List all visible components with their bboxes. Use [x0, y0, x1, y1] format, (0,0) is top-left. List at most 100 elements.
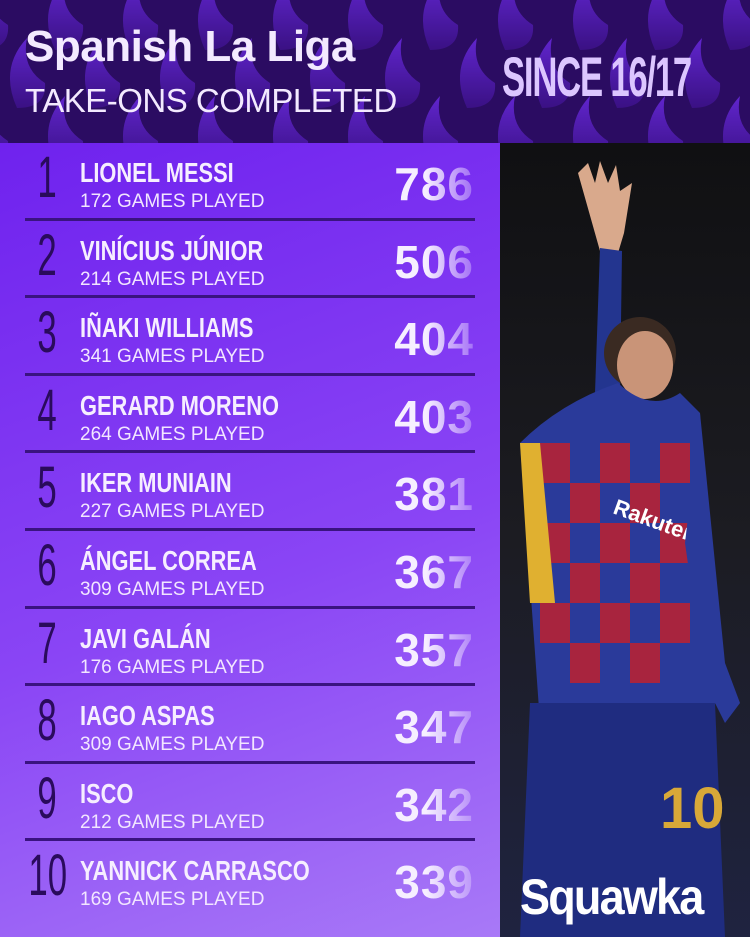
- player-name: IÑAKI WILLIAMS: [80, 312, 254, 344]
- table-row: 7 JAVI GALÁN 176 GAMES PLAYED 357: [0, 609, 500, 687]
- take-ons-value: 357: [394, 623, 474, 676]
- rankings-table: 1 LIONEL MESSI 172 GAMES PLAYED 786 2 VI…: [0, 143, 500, 937]
- period-label: SINCE 16/17: [502, 45, 692, 108]
- player-name: GERARD MORENO: [80, 389, 279, 421]
- row-divider: [25, 372, 475, 376]
- background-pattern: [0, 0, 750, 143]
- flame-shape: [273, 0, 309, 50]
- row-divider: [25, 450, 475, 454]
- row-divider: [25, 605, 475, 609]
- flame-shape: [498, 96, 534, 143]
- table-row: 10 YANNICK CARRASCO 169 GAMES PLAYED 339: [0, 841, 500, 919]
- flame-shape: [84, 38, 121, 108]
- take-ons-value: 403: [394, 390, 474, 443]
- row-divider: [25, 527, 475, 531]
- flame-shape: [684, 38, 721, 108]
- player-name: VINÍCIUS JÚNIOR: [80, 234, 264, 266]
- flame-shape: [123, 0, 159, 50]
- table-row: 9 ISCO 212 GAMES PLAYED 342: [0, 764, 500, 842]
- games-played: 172 GAMES PLAYED: [80, 191, 265, 212]
- games-played: 169 GAMES PLAYED: [80, 889, 265, 911]
- squawka-logo: Squawka: [520, 869, 704, 925]
- take-ons-value: 381: [394, 468, 474, 521]
- table-row: 8 IAGO ASPAS 309 GAMES PLAYED 347: [0, 686, 500, 764]
- table-row: 3 IÑAKI WILLIAMS 341 GAMES PLAYED 404: [0, 298, 500, 376]
- table-row: 1 LIONEL MESSI 172 GAMES PLAYED 786: [0, 143, 500, 221]
- flame-shape: [648, 96, 684, 143]
- take-ons-value: 347: [394, 701, 474, 754]
- flame-shape: [198, 96, 234, 143]
- flame-shape: [498, 0, 534, 50]
- row-divider: [25, 217, 475, 221]
- player-name: LIONEL MESSI: [80, 157, 234, 188]
- table-row: 4 GERARD MORENO 264 GAMES PLAYED 403: [0, 376, 500, 454]
- take-ons-value: 367: [394, 546, 474, 598]
- flame-shape: [48, 0, 84, 50]
- player-name: IKER MUNIAIN: [80, 467, 232, 499]
- flame-shape: [534, 38, 571, 108]
- flame-shape: [0, 18, 9, 46]
- flame-shape: [573, 96, 609, 143]
- flame-shape: [423, 96, 459, 143]
- rank-number: 7: [37, 610, 57, 676]
- games-played: 264 GAMES PLAYED: [80, 423, 265, 445]
- flame-shape: [348, 96, 384, 143]
- flame-shape: [609, 38, 646, 108]
- page-subtitle: TAKE-ONS COMPLETED: [25, 82, 397, 119]
- games-played: 309 GAMES PLAYED: [80, 579, 265, 600]
- player-photo: Rakuten 10: [500, 143, 750, 937]
- rank-number: 4: [37, 377, 57, 443]
- flame-shape: [234, 38, 271, 108]
- flame-shape: [273, 96, 309, 143]
- flame-shape: [423, 0, 459, 50]
- rank-number: 3: [37, 300, 57, 366]
- rank-number: 6: [37, 533, 57, 598]
- take-ons-value: 339: [394, 856, 474, 909]
- flame-shape: [723, 96, 750, 143]
- games-played: 227 GAMES PLAYED: [80, 501, 265, 523]
- player-name: ISCO: [80, 777, 134, 809]
- flame-shape: [723, 0, 750, 50]
- row-divider: [25, 683, 475, 687]
- games-played: 214 GAMES PLAYED: [80, 268, 265, 290]
- flame-shape: [648, 0, 684, 50]
- player-name: JAVI GALÁN: [80, 622, 211, 654]
- player-name: ÁNGEL CORREA: [80, 545, 257, 576]
- flame-shape: [459, 38, 496, 108]
- flame-shape: [573, 0, 609, 50]
- take-ons-value: 506: [394, 235, 474, 288]
- flame-shape: [159, 38, 196, 108]
- row-divider: [25, 838, 475, 842]
- player-figure: Rakuten 10: [520, 161, 740, 937]
- flame-shape: [123, 96, 159, 143]
- take-ons-value: 342: [394, 778, 474, 831]
- flame-shape: [309, 38, 346, 108]
- rank-number: 2: [37, 222, 57, 288]
- take-ons-value: 404: [394, 313, 474, 366]
- rank-number: 10: [28, 843, 68, 909]
- row-divider: [25, 760, 475, 764]
- table-row: 2 VINÍCIUS JÚNIOR 214 GAMES PLAYED 506: [0, 221, 500, 299]
- player-name: YANNICK CARRASCO: [80, 855, 310, 887]
- header: Spanish La Liga TAKE-ONS COMPLETED SINCE…: [0, 0, 750, 143]
- player-name: IAGO ASPAS: [80, 700, 215, 732]
- flame-shape: [9, 38, 46, 108]
- table-row: 5 IKER MUNIAIN 227 GAMES PLAYED 381: [0, 453, 500, 531]
- flame-shape: [0, 134, 9, 143]
- games-played: 212 GAMES PLAYED: [80, 811, 265, 833]
- games-played: 309 GAMES PLAYED: [80, 734, 265, 756]
- page-title: Spanish La Liga: [25, 22, 355, 71]
- rank-number: 1: [37, 145, 57, 210]
- rank-number: 8: [37, 688, 57, 754]
- flame-shape: [48, 96, 84, 143]
- row-divider: [25, 295, 475, 299]
- shirt-number: 10: [660, 776, 725, 841]
- table-row: 6 ÁNGEL CORREA 309 GAMES PLAYED 367: [0, 531, 500, 609]
- rank-number: 5: [37, 455, 57, 521]
- games-played: 176 GAMES PLAYED: [80, 656, 265, 678]
- games-played: 341 GAMES PLAYED: [80, 346, 265, 368]
- rank-number: 9: [37, 765, 57, 831]
- take-ons-value: 786: [394, 158, 474, 210]
- flame-shape: [198, 0, 234, 50]
- flame-shape: [348, 0, 384, 50]
